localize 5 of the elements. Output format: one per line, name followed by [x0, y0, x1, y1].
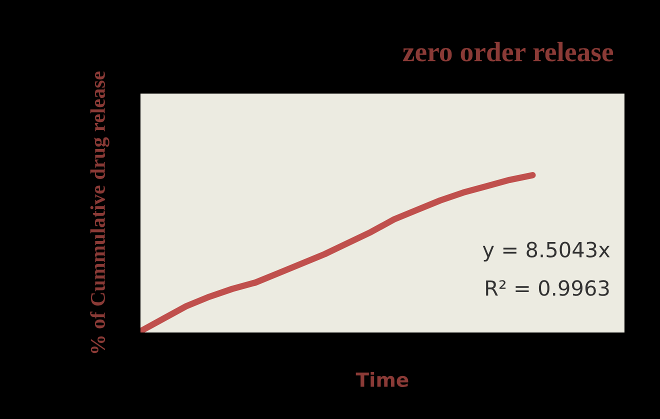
- chart-title: zero order release: [402, 42, 614, 62]
- annotation: y = 8.5043x: [482, 242, 610, 262]
- x-axis-title: Time: [356, 372, 408, 388]
- y-axis-title: % of Cummulative drug release: [90, 71, 110, 354]
- annotation: R² = 0.9963: [486, 280, 609, 296]
